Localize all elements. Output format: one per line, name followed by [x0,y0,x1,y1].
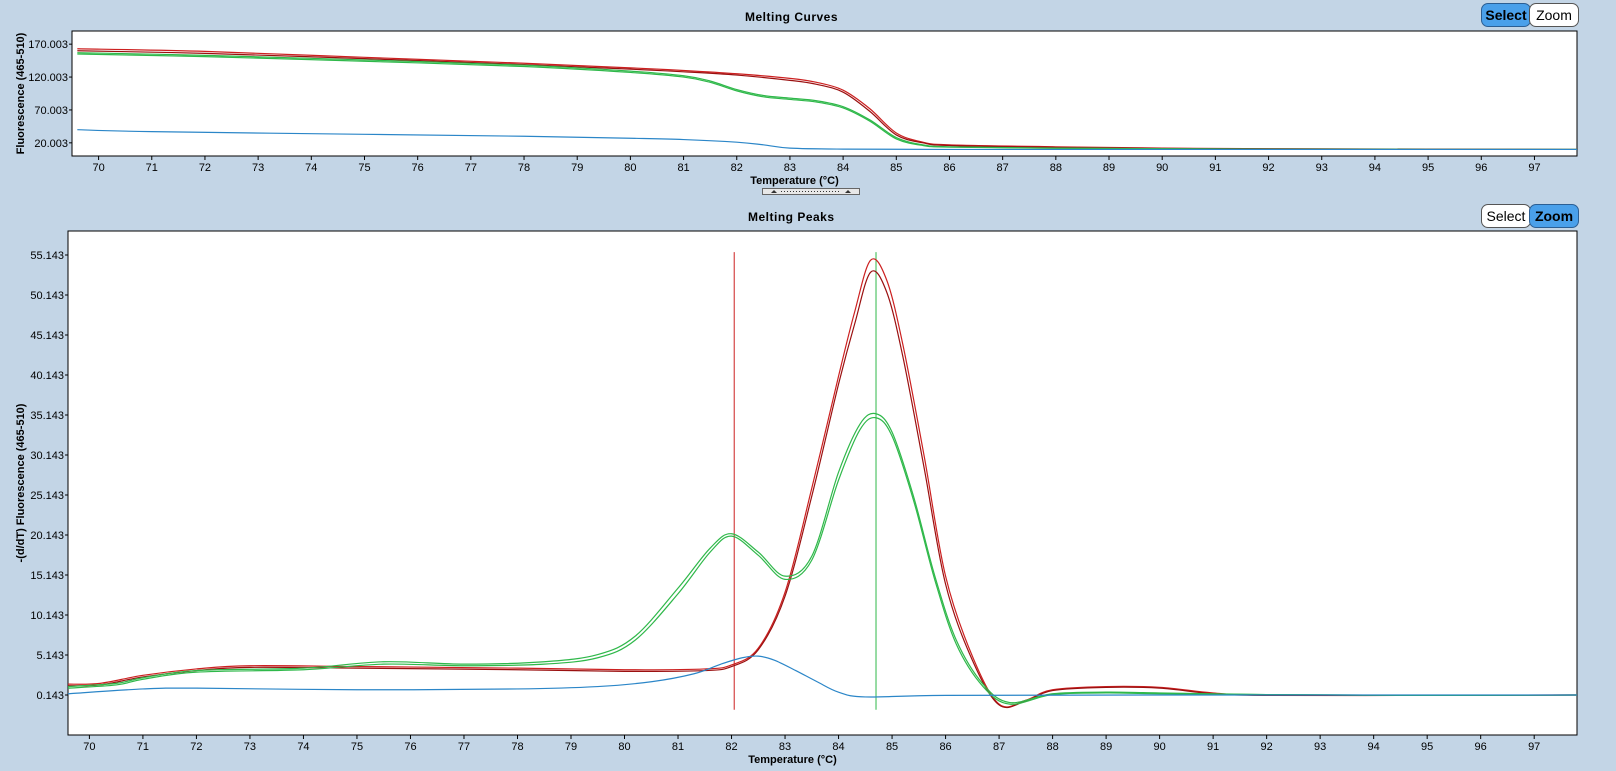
top-x-tick-label: 71 [146,162,158,174]
top-x-tick-label: 80 [624,162,636,174]
bottom-x-tick-label: 72 [190,741,202,753]
top-x-tick-label: 81 [677,162,689,174]
top-x-tick-label: 97 [1528,162,1540,174]
top-x-tick-label: 75 [358,162,370,174]
bottom-y-tick-label: 35.143 [30,410,64,422]
bottom-x-tick-label: 77 [458,741,470,753]
melting-peaks-title: Melting Peaks [748,210,835,224]
bottom-x-tick-label: 81 [672,741,684,753]
bottom-x-tick-label: 95 [1421,741,1433,753]
top-x-tick-label: 73 [252,162,264,174]
panel-splitter-handle[interactable] [762,188,860,195]
bottom-x-tick-label: 71 [137,741,149,753]
top-plot-area [71,30,1578,157]
bottom-y-tick-label: 10.143 [30,610,64,622]
bottom-y-tick-label: 30.143 [30,450,64,462]
bottom-x-tick-label: 89 [1100,741,1112,753]
top-series-group [77,48,1577,151]
bottom-x-tick-label: 87 [993,741,1005,753]
top-x-tick-label: 89 [1103,162,1115,174]
bottom-plot-area [67,230,1578,736]
bottom-x-tick-label: 85 [886,741,898,753]
bottom-x-tick-label: 78 [511,741,523,753]
bottom-y-axis-label: -(d/dT) Fluorescence (465-510) [15,403,27,562]
bottom-x-tick-label: 97 [1528,741,1540,753]
top-y-axis-label: Fluorescence (465-510) [15,32,27,154]
bottom-x-tick-label: 93 [1314,741,1326,753]
bottom-y-tick-label: 0.143 [36,690,64,702]
bottom-x-tick-label: 83 [779,741,791,753]
top-x-tick-label: 70 [92,162,104,174]
top-series-line-blue [77,129,1577,151]
bottom-y-tick-label: 45.143 [30,330,64,342]
bottom-series-group [68,252,1577,710]
bottom-x-tick-label: 96 [1475,741,1487,753]
top-x-tick-label: 84 [837,162,849,174]
bottom-x-tick-label: 80 [618,741,630,753]
bottom-y-tick-label: 15.143 [30,570,64,582]
top-x-tick-label: 76 [412,162,424,174]
bottom-x-tick-label: 70 [83,741,95,753]
bottom-x-tick-label: 92 [1261,741,1273,753]
top-x-tick-label: 95 [1422,162,1434,174]
top-x-tick-label: 85 [890,162,902,174]
bottom-x-tick-label: 84 [832,741,844,753]
bottom-series-line-blue [68,655,1577,698]
melting-curves-chart[interactable]: 70 71 72 73 74 75 76 77 78 79 80 81 82 83 84 85 86 87 88 89… [0,0,1616,200]
bottom-y-tick-label: 20.143 [30,530,64,542]
top-x-tick-label: 91 [1209,162,1221,174]
top-x-tick-label: 78 [518,162,530,174]
top-x-tick-label: 82 [731,162,743,174]
bottom-y-tick-label: 5.143 [36,650,64,662]
top-x-tick-label: 74 [305,162,317,174]
bottom-x-tick-label: 75 [351,741,363,753]
top-y-tick-label: 120.003 [28,72,68,84]
splitter-arrows-icon [771,190,851,193]
bottom-x-axis-label: Temperature (°C) [748,754,837,766]
top-x-tick-label: 94 [1369,162,1381,174]
top-x-axis-label: Temperature (°C) [750,175,839,187]
bottom-x-tick-label: 94 [1368,741,1380,753]
bottom-select-button[interactable]: Select [1481,204,1531,228]
bottom-series-line-darkred [68,270,1577,709]
top-x-tick-label: 90 [1156,162,1168,174]
bottom-x-tick-label: 79 [565,741,577,753]
bottom-x-tick-label: 73 [244,741,256,753]
bottom-series-line-red [68,258,1577,708]
top-y-tick-label: 20.003 [34,138,68,150]
top-y-tick-label: 170.003 [28,39,68,51]
bottom-x-tick-label: 88 [1046,741,1058,753]
top-x-tick-label: 86 [943,162,955,174]
top-x-tick-label: 79 [571,162,583,174]
top-x-tick-label: 87 [997,162,1009,174]
top-x-tick-label: 88 [1050,162,1062,174]
top-y-tick-label: 70.003 [34,105,68,117]
bottom-x-tick-label: 90 [1153,741,1165,753]
melting-curves-title: Melting Curves [745,10,839,24]
bottom-series-line-green [68,416,1577,705]
top-x-tick-label: 92 [1262,162,1274,174]
bottom-x-tick-label: 76 [404,741,416,753]
bottom-x-tick-label: 74 [297,741,309,753]
top-x-tick-label: 83 [784,162,796,174]
top-x-tick-label: 93 [1316,162,1328,174]
bottom-zoom-button[interactable]: Zoom [1529,204,1579,228]
bottom-x-tick-label: 82 [725,741,737,753]
bottom-y-tick-label: 55.143 [30,250,64,262]
top-x-tick-label: 96 [1475,162,1487,174]
bottom-x-tick-label: 86 [939,741,951,753]
bottom-x-tick-label: 91 [1207,741,1219,753]
bottom-series-line-green [68,412,1577,704]
top-zoom-button[interactable]: Zoom [1529,3,1579,27]
bottom-y-tick-label: 25.143 [30,490,64,502]
top-x-tick-label: 77 [465,162,477,174]
bottom-y-tick-label: 50.143 [30,290,64,302]
top-x-tick-label: 72 [199,162,211,174]
bottom-y-tick-label: 40.143 [30,370,64,382]
